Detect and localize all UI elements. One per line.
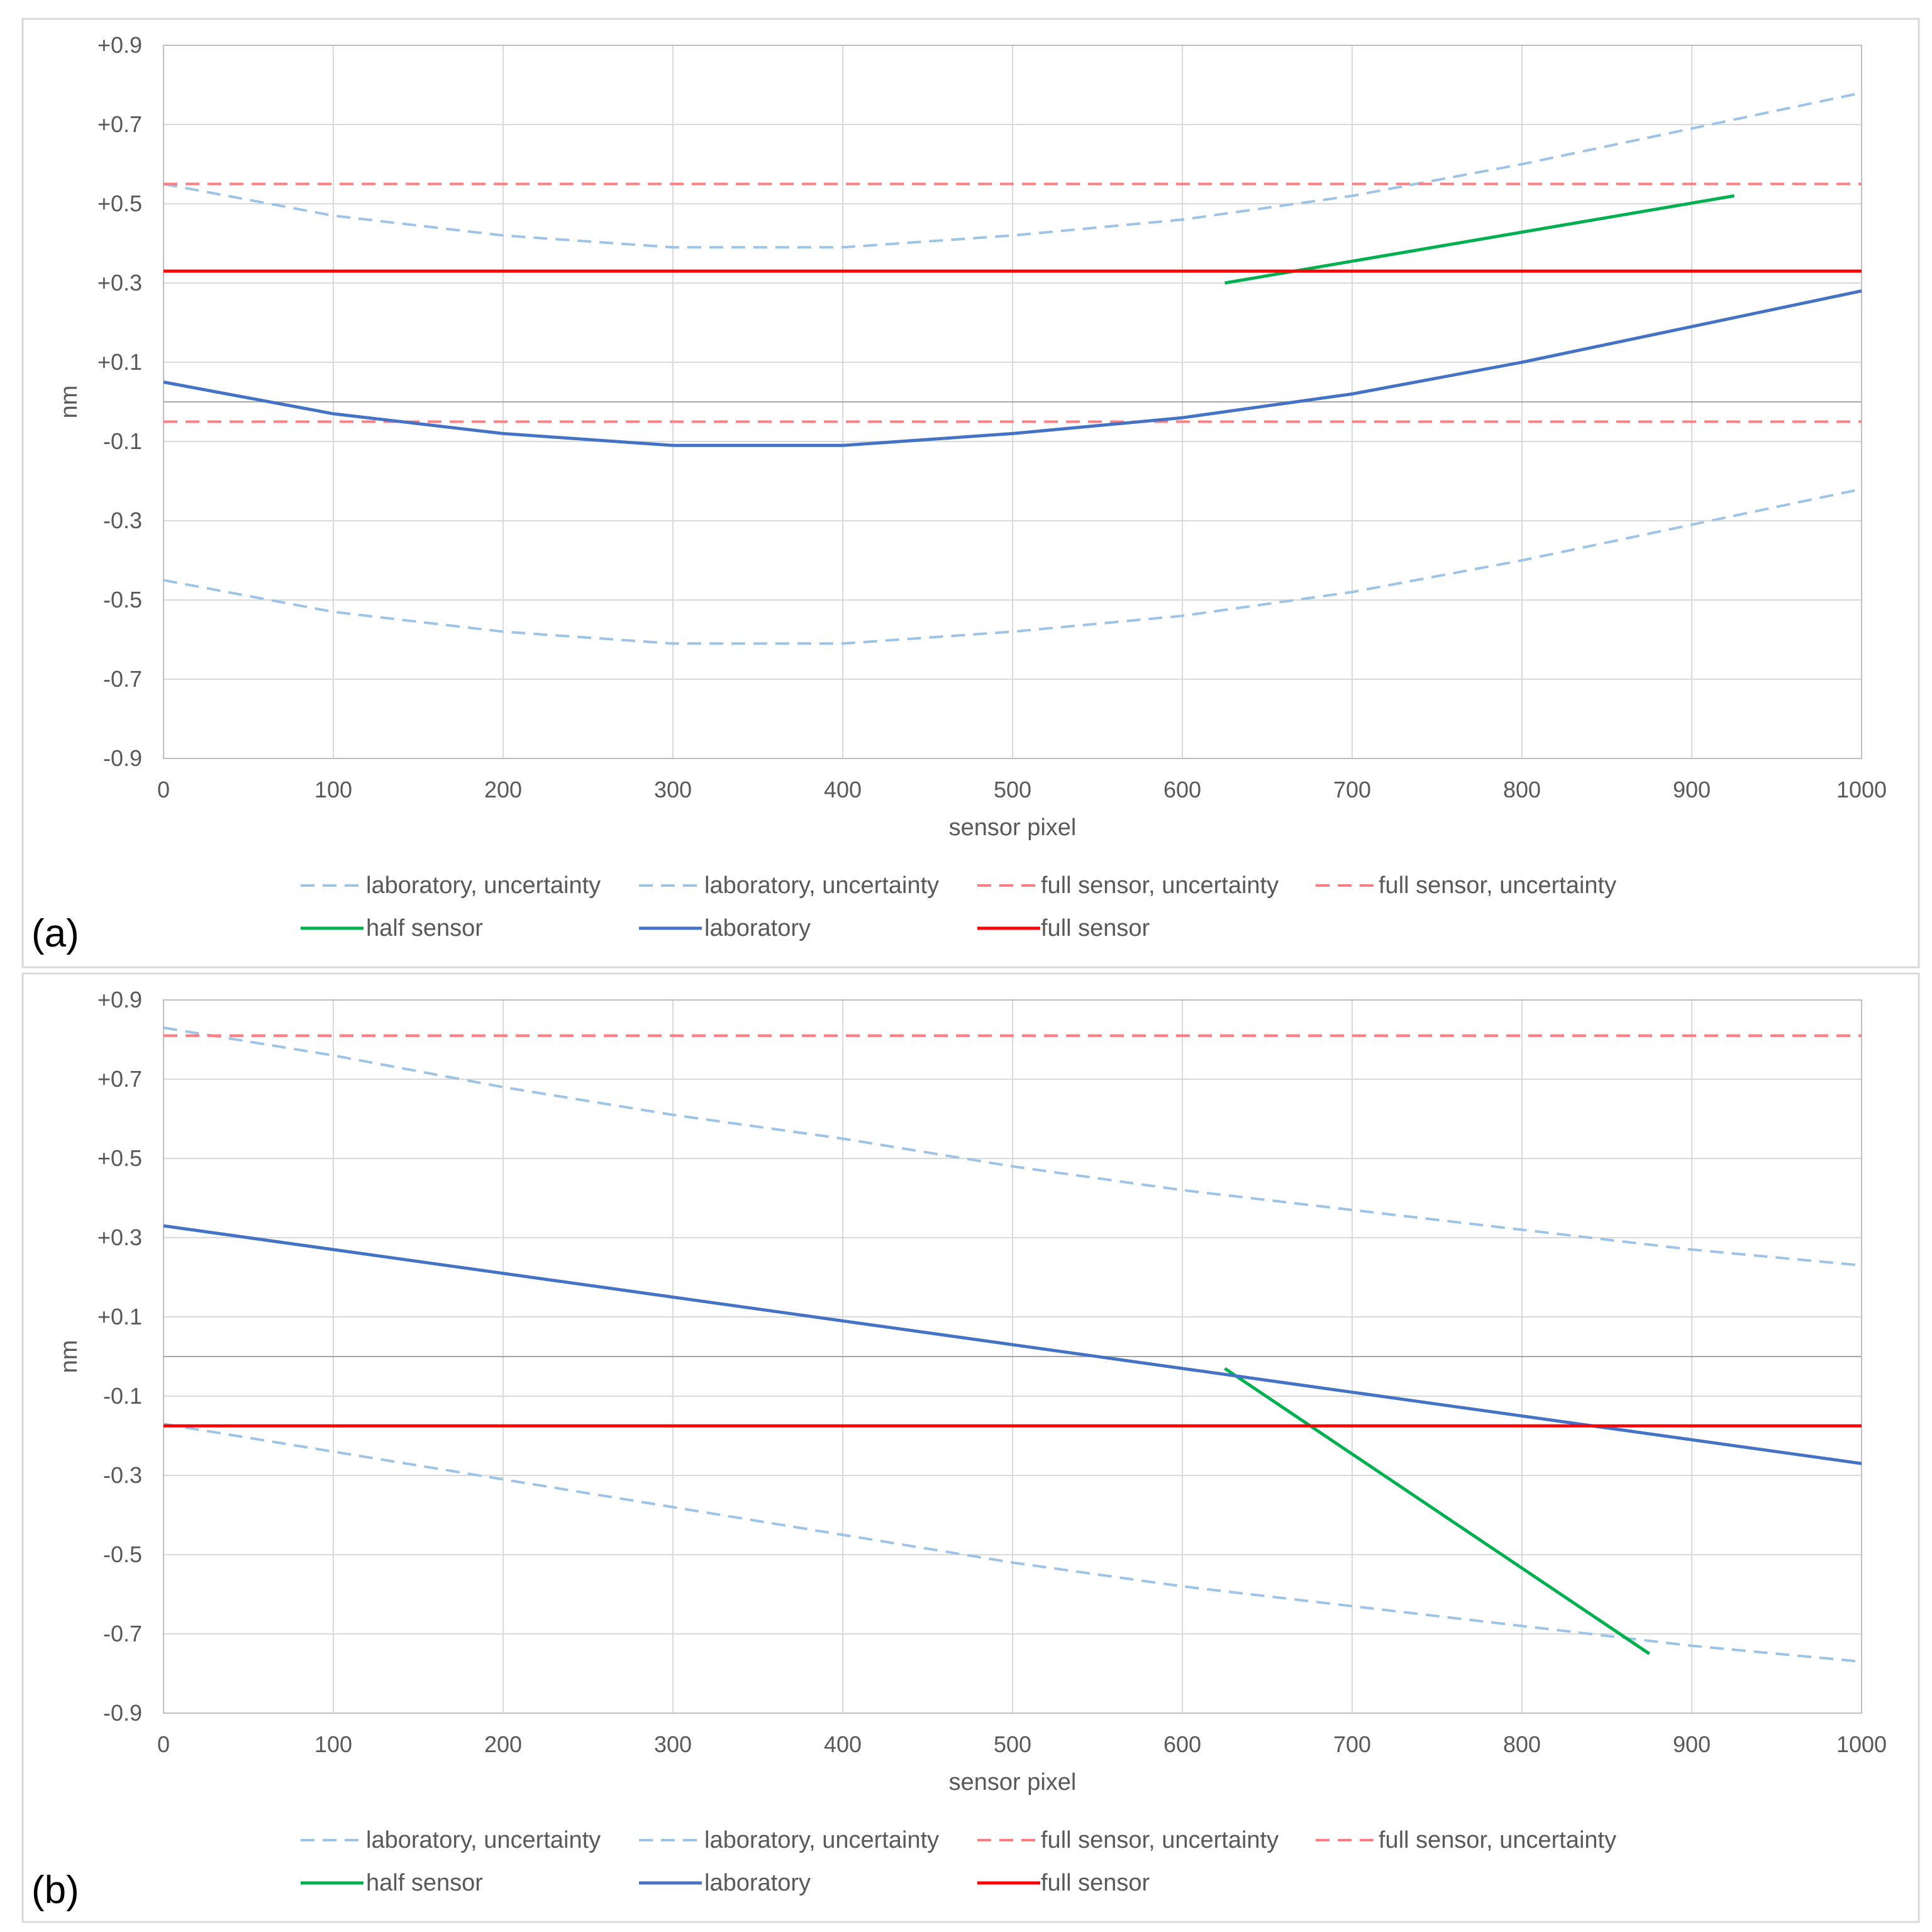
- y-tick-label: +0.1: [97, 1304, 142, 1330]
- x-tick-label: 800: [1503, 1731, 1541, 1757]
- y-tick-label: +0.9: [97, 987, 142, 1013]
- legend-label: laboratory, uncertainty: [366, 872, 601, 899]
- y-tick-label: +0.5: [97, 1145, 142, 1171]
- x-axis-title: sensor pixel: [949, 814, 1077, 841]
- x-tick-label: 300: [654, 777, 692, 802]
- y-tick-label: -0.1: [103, 1383, 142, 1409]
- series-line-laboratory: [163, 1224, 1862, 1465]
- panel-label: (a): [31, 912, 79, 955]
- legend-label: laboratory: [704, 1870, 811, 1896]
- plot-frame: [163, 45, 1862, 759]
- y-tick-label: +0.3: [97, 1224, 142, 1250]
- y-tick-label: -0.9: [103, 745, 142, 771]
- x-tick-label: 600: [1163, 1731, 1201, 1757]
- x-tick-label: 100: [314, 777, 352, 802]
- series-line-laboratory-uncertainty: [163, 91, 1862, 249]
- legend-label: laboratory: [704, 915, 811, 941]
- series-line-half-sensor: [1224, 1367, 1650, 1655]
- x-tick-label: 300: [654, 1731, 692, 1757]
- x-tick-label: 1000: [1836, 777, 1887, 802]
- y-tick-label: +0.7: [97, 1066, 142, 1092]
- legend-label: full sensor, uncertainty: [1041, 872, 1279, 899]
- x-tick-label: 500: [994, 777, 1031, 802]
- series-line-laboratory-uncertainty: [163, 487, 1862, 645]
- y-tick-label: +0.5: [97, 191, 142, 216]
- y-tick-label: -0.9: [103, 1700, 142, 1726]
- x-tick-label: 900: [1673, 1731, 1711, 1757]
- x-tick-label: 700: [1333, 1731, 1371, 1757]
- legend-label: full sensor, uncertainty: [1379, 1827, 1616, 1853]
- y-tick-label: -0.7: [103, 1621, 142, 1646]
- legend-label: full sensor: [1041, 1870, 1150, 1896]
- chart-panel-a: 0 100 200 300 400 500 600 700 800 900 1000 +0.9 +0.7…: [21, 18, 1920, 969]
- series-line-laboratory-uncertainty: [163, 1026, 1862, 1267]
- x-tick-label: 500: [994, 1731, 1031, 1757]
- x-tick-label: 700: [1333, 777, 1371, 802]
- x-tick-label: 1000: [1836, 1731, 1887, 1757]
- x-tick-label: 200: [484, 777, 522, 802]
- y-axis-title: nm: [56, 386, 82, 419]
- y-tick-label: +0.7: [97, 111, 142, 137]
- legend-label: laboratory, uncertainty: [704, 1827, 939, 1853]
- x-tick-label: 0: [157, 1731, 170, 1757]
- x-tick-label: 800: [1503, 777, 1541, 802]
- y-tick-label: -0.3: [103, 1462, 142, 1488]
- panel-label: (b): [31, 1868, 79, 1912]
- plot-frame: [163, 999, 1862, 1714]
- y-tick-label: +0.3: [97, 270, 142, 296]
- y-tick-label: -0.5: [103, 1541, 142, 1567]
- series-line-laboratory: [163, 289, 1862, 447]
- y-tick-label: -0.7: [103, 666, 142, 692]
- legend-label: laboratory, uncertainty: [704, 872, 939, 899]
- x-tick-label: 600: [1163, 777, 1201, 802]
- x-tick-label: 400: [824, 1731, 862, 1757]
- x-tick-label: 200: [484, 1731, 522, 1757]
- y-tick-label: -0.3: [103, 508, 142, 533]
- legend-label: half sensor: [366, 1870, 483, 1896]
- y-tick-label: -0.1: [103, 428, 142, 454]
- legend-label: full sensor, uncertainty: [1379, 872, 1616, 899]
- x-tick-label: 0: [157, 777, 170, 802]
- y-tick-label: +0.9: [97, 32, 142, 58]
- panel-border: [21, 972, 1920, 1923]
- panel-border: [21, 18, 1920, 969]
- series-line-half-sensor: [1224, 194, 1735, 285]
- y-axis-title: nm: [56, 1340, 82, 1374]
- x-axis-title: sensor pixel: [949, 1769, 1077, 1796]
- legend-label: half sensor: [366, 915, 483, 941]
- x-tick-label: 400: [824, 777, 862, 802]
- legend-label: laboratory, uncertainty: [366, 1827, 601, 1853]
- legend-label: full sensor: [1041, 915, 1150, 941]
- y-tick-label: -0.5: [103, 587, 142, 613]
- x-tick-label: 100: [314, 1731, 352, 1757]
- chart-panel-b: 0 100 200 300 400 500 600 700 800 900 1000 +0.9 +0.7…: [21, 972, 1920, 1923]
- x-tick-label: 900: [1673, 777, 1711, 802]
- y-tick-label: +0.1: [97, 349, 142, 375]
- legend-label: full sensor, uncertainty: [1041, 1827, 1279, 1853]
- series-line-laboratory-uncertainty: [163, 1423, 1862, 1663]
